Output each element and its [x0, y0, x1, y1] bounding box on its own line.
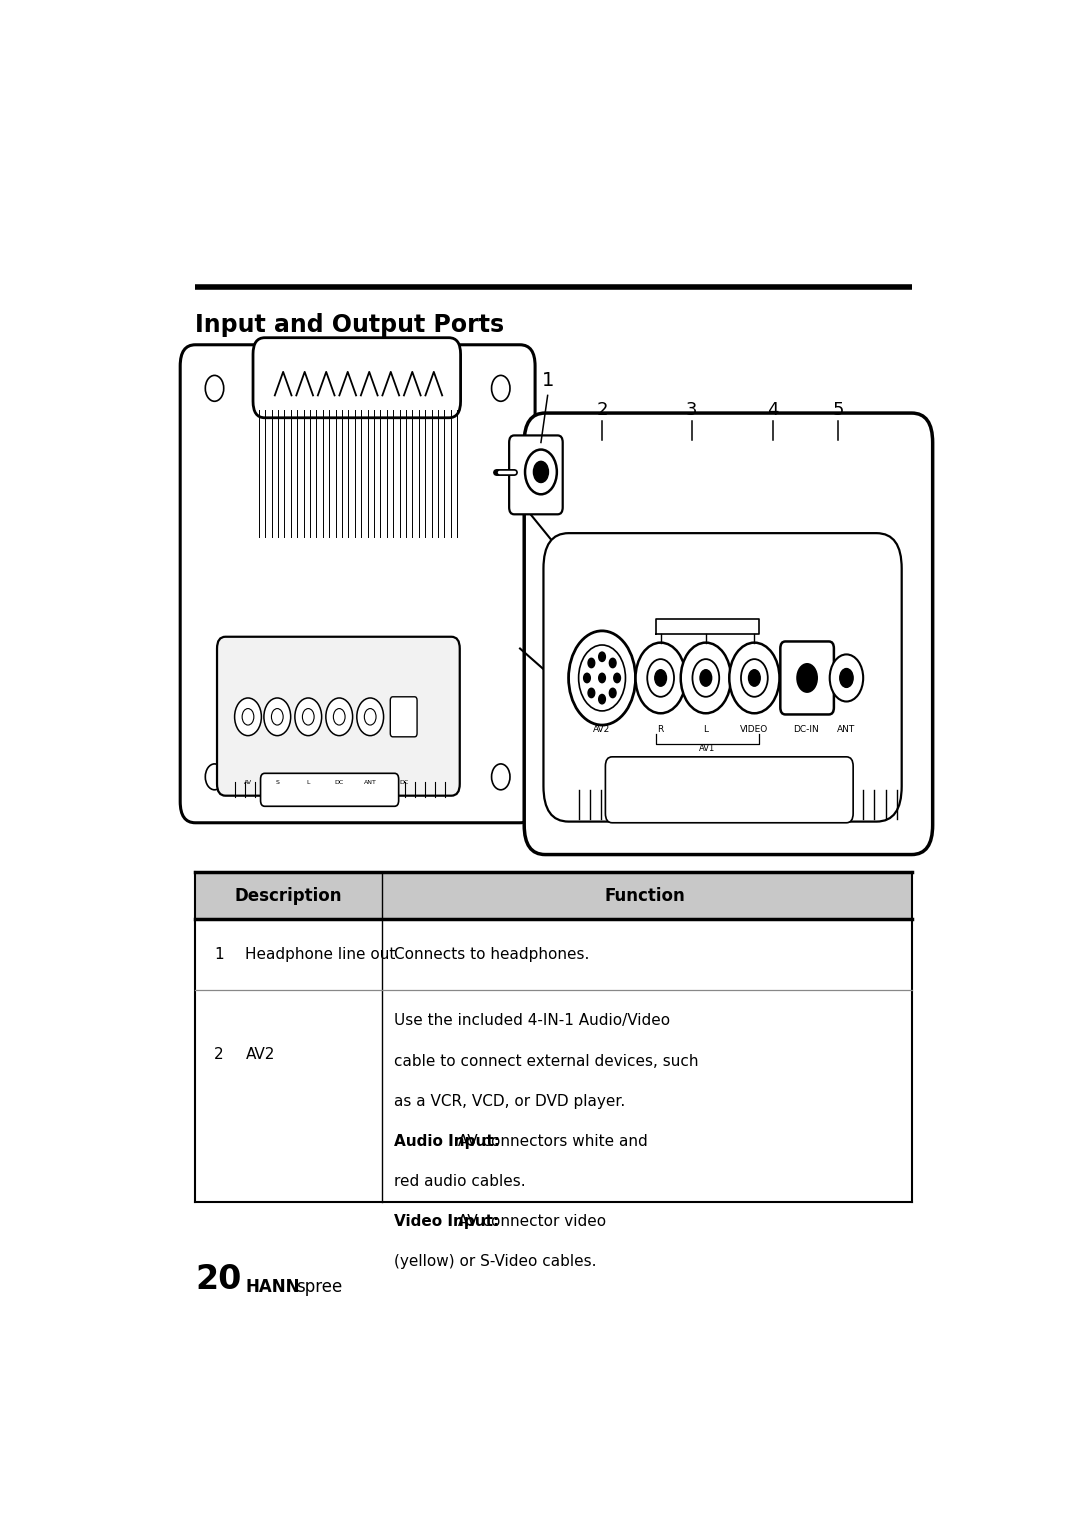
Text: L: L — [307, 780, 310, 786]
Circle shape — [234, 697, 261, 735]
Circle shape — [302, 708, 314, 725]
Text: cable to connect external devices, such: cable to connect external devices, such — [394, 1053, 699, 1069]
Text: 2: 2 — [596, 401, 608, 419]
Circle shape — [326, 697, 352, 735]
Circle shape — [692, 659, 719, 697]
Circle shape — [654, 670, 666, 687]
Circle shape — [205, 376, 224, 401]
Circle shape — [491, 764, 510, 790]
Text: Video Input:: Video Input: — [394, 1214, 500, 1229]
Text: Headphone line out: Headphone line out — [245, 946, 396, 962]
Text: ANT: ANT — [837, 725, 855, 734]
Circle shape — [356, 697, 383, 735]
Circle shape — [748, 670, 760, 687]
Circle shape — [797, 664, 818, 693]
Text: HANN: HANN — [245, 1278, 300, 1297]
Text: 20: 20 — [195, 1263, 242, 1297]
FancyBboxPatch shape — [524, 413, 933, 855]
Text: S: S — [275, 780, 280, 786]
Text: Description: Description — [234, 887, 342, 905]
Text: Function: Function — [605, 887, 686, 905]
Text: AV: AV — [244, 780, 252, 786]
Circle shape — [579, 645, 625, 711]
FancyBboxPatch shape — [260, 774, 399, 806]
Text: AV1: AV1 — [700, 745, 716, 752]
Text: AV connector video: AV connector video — [453, 1214, 606, 1229]
Circle shape — [491, 376, 510, 401]
Circle shape — [680, 642, 731, 714]
Circle shape — [525, 450, 557, 494]
FancyBboxPatch shape — [180, 344, 535, 823]
Circle shape — [364, 708, 376, 725]
Circle shape — [829, 654, 863, 702]
Circle shape — [729, 642, 780, 714]
Text: 3: 3 — [686, 401, 698, 419]
Circle shape — [271, 708, 283, 725]
Text: Audio Input:: Audio Input: — [394, 1133, 500, 1148]
FancyBboxPatch shape — [509, 436, 563, 514]
Circle shape — [609, 688, 616, 697]
Circle shape — [613, 673, 620, 682]
Text: spree: spree — [296, 1278, 342, 1297]
FancyBboxPatch shape — [543, 534, 902, 821]
Bar — [195, 872, 912, 919]
Text: DC-IN: DC-IN — [794, 725, 819, 734]
Text: DC: DC — [335, 780, 343, 786]
Text: as a VCR, VCD, or DVD player.: as a VCR, VCD, or DVD player. — [394, 1093, 625, 1109]
Text: 1: 1 — [214, 946, 224, 962]
FancyBboxPatch shape — [253, 338, 460, 417]
Circle shape — [334, 708, 346, 725]
FancyBboxPatch shape — [217, 636, 460, 795]
Circle shape — [635, 642, 686, 714]
Circle shape — [598, 673, 606, 682]
FancyBboxPatch shape — [390, 697, 417, 737]
Text: DC: DC — [399, 780, 408, 786]
Circle shape — [534, 462, 549, 483]
FancyBboxPatch shape — [606, 757, 853, 823]
Text: 4: 4 — [767, 401, 779, 419]
Text: 5: 5 — [833, 401, 843, 419]
Text: AV2: AV2 — [593, 725, 610, 734]
Circle shape — [700, 670, 712, 687]
Text: red audio cables.: red audio cables. — [394, 1174, 526, 1188]
Circle shape — [583, 673, 591, 682]
Circle shape — [242, 708, 254, 725]
FancyBboxPatch shape — [781, 642, 834, 714]
Text: ANT: ANT — [364, 780, 377, 786]
Circle shape — [609, 659, 616, 668]
Text: R: R — [658, 725, 664, 734]
Text: Use the included 4-IN-1 Audio/Video: Use the included 4-IN-1 Audio/Video — [394, 1014, 671, 1029]
Text: Input and Output Ports: Input and Output Ports — [195, 313, 504, 336]
Circle shape — [741, 659, 768, 697]
Circle shape — [588, 688, 595, 697]
Circle shape — [840, 668, 853, 688]
Circle shape — [588, 659, 595, 668]
Circle shape — [264, 697, 291, 735]
Circle shape — [295, 697, 322, 735]
Text: 1: 1 — [541, 370, 554, 390]
Circle shape — [598, 651, 606, 662]
Text: Connects to headphones.: Connects to headphones. — [394, 946, 590, 962]
Text: VIDEO: VIDEO — [740, 725, 769, 734]
Circle shape — [205, 764, 224, 790]
Text: AV connectors white and: AV connectors white and — [453, 1133, 648, 1148]
Text: (yellow) or S-Video cables.: (yellow) or S-Video cables. — [394, 1254, 597, 1269]
Circle shape — [568, 631, 635, 725]
Circle shape — [647, 659, 674, 697]
Text: 2: 2 — [214, 1047, 224, 1063]
Text: AV2: AV2 — [245, 1047, 274, 1063]
Text: L: L — [703, 725, 708, 734]
Circle shape — [598, 694, 606, 703]
